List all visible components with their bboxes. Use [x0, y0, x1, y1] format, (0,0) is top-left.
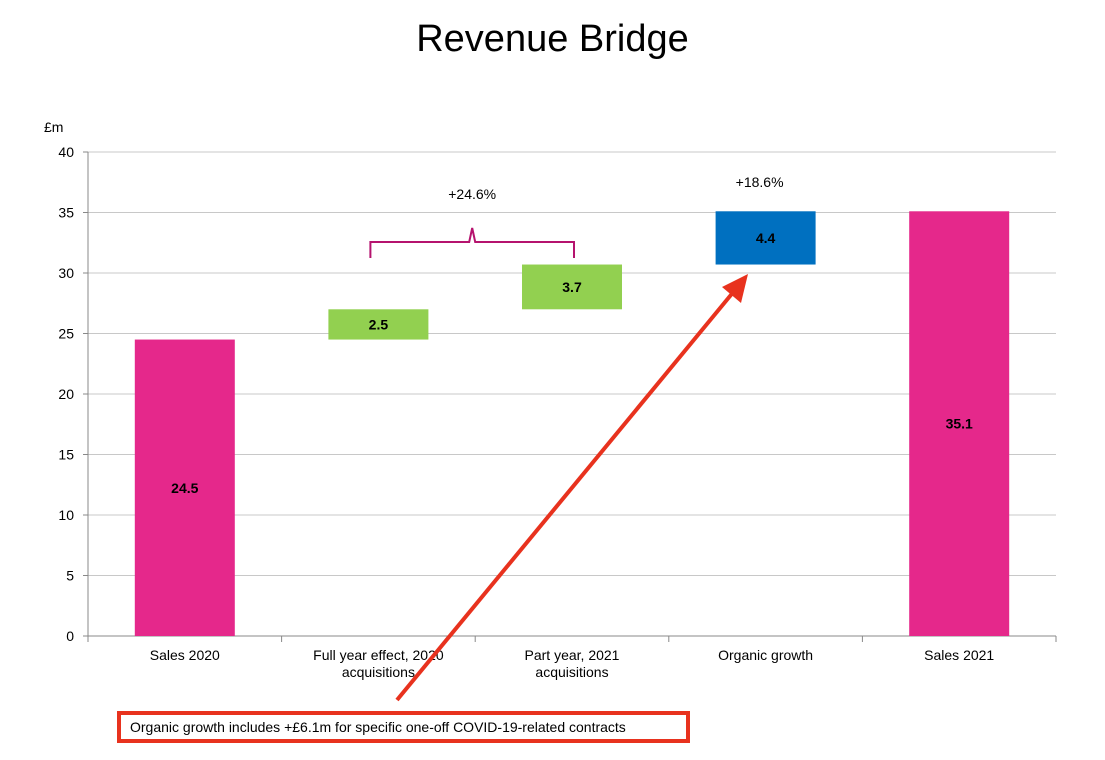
labels: 0 5 10 15 20 25 30 35 40 £m 24.5 2.5 3.7 4.4 35.1 Sales…	[44, 119, 994, 680]
y-tick-label: 20	[58, 386, 74, 402]
x-category-label: Sales 2020	[150, 647, 220, 663]
gridlines	[83, 151, 1057, 642]
bar	[328, 309, 429, 340]
acquisitions-growth-label: +24.6%	[448, 186, 496, 202]
bar-value-label: 24.5	[171, 480, 198, 496]
callout-arrow-line	[395, 288, 737, 702]
bars	[134, 211, 1010, 637]
bar	[909, 211, 1010, 637]
y-tick-label: 15	[58, 447, 74, 463]
organic-growth-pct-label: +18.6%	[736, 174, 784, 190]
y-tick-label: 5	[66, 568, 74, 584]
annotation-note-text: Organic growth includes +£6.1m for speci…	[130, 719, 626, 735]
annotations: +24.6% +18.6%	[369, 174, 784, 702]
x-category-label: acquisitions	[342, 664, 415, 680]
chart-title: Revenue Bridge	[416, 18, 689, 60]
x-category-label: Part year, 2021	[525, 647, 620, 663]
y-axis-label: £m	[44, 119, 63, 135]
bar-value-label: 4.4	[756, 230, 776, 246]
x-category-label: Full year effect, 2020	[313, 647, 444, 663]
bar-value-label: 3.7	[562, 279, 582, 295]
y-tick-label: 30	[58, 265, 74, 281]
annotation-note-box: Organic growth includes +£6.1m for speci…	[117, 711, 690, 743]
y-tick-label: 35	[58, 205, 74, 221]
x-category-label: Organic growth	[718, 647, 813, 663]
x-category-label: Sales 2021	[924, 647, 994, 663]
bar	[522, 264, 622, 310]
y-tick-label: 10	[58, 507, 74, 523]
bar-value-label: 35.1	[946, 416, 973, 432]
callout-arrow-head	[722, 274, 748, 303]
bar-value-label: 2.5	[369, 316, 389, 332]
bar	[134, 339, 235, 636]
bar	[715, 211, 816, 265]
y-tick-label: 40	[58, 144, 74, 160]
x-category-label: acquisitions	[535, 664, 608, 680]
y-tick-label: 0	[66, 628, 74, 644]
y-tick-label: 25	[58, 326, 74, 342]
acquisitions-bracket	[369, 227, 575, 258]
